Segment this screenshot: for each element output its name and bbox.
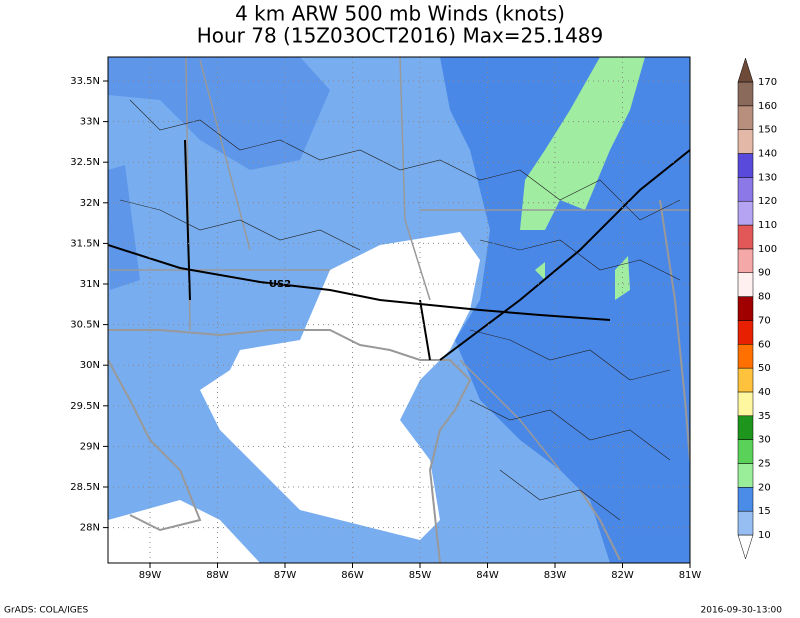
road-label: US2 (269, 279, 291, 290)
green-area (520, 57, 645, 230)
colorbar-box (737, 439, 754, 464)
colorbar-box (737, 81, 754, 107)
lon-label: 86W (341, 570, 364, 581)
colorbar-box (737, 320, 754, 345)
wind-field-medium (108, 165, 140, 290)
lat-lon-grid (108, 57, 690, 563)
title-line1: 4 km ARW 500 mb Winds (knots) (235, 2, 565, 26)
colorbar-label: 20 (758, 482, 771, 493)
colorbar-triangle (737, 534, 754, 560)
lat-label: 30.5N (70, 320, 100, 331)
title-line2: Hour 78 (15Z03OCT2016) Max=25.1489 (197, 24, 604, 48)
colorbar-box (737, 153, 754, 178)
lat-label: 32N (80, 198, 100, 209)
lat-label: 29.5N (70, 401, 100, 412)
colorbar-label: 25 (758, 458, 771, 469)
colorbar-box (737, 510, 754, 536)
map-area: US2 (108, 57, 690, 563)
lon-label: 81W (679, 570, 702, 581)
lat-label: 31.5N (70, 238, 100, 249)
colorbar: 10 15 20 25 30 35 40 50 60 70 80 90 100 110 120 130 140 1… (737, 57, 777, 560)
colorbar-label: 110 (758, 220, 777, 231)
colorbar-label: 120 (758, 196, 777, 207)
lat-label: 28.5N (70, 482, 100, 493)
wind-field-medium (108, 57, 330, 170)
lat-label: 33N (80, 117, 100, 128)
lat-label: 31N (80, 279, 100, 290)
green-area (535, 262, 545, 280)
coastline (579, 199, 690, 561)
colorbar-label: 170 (758, 77, 777, 88)
state-boundary (110, 57, 690, 471)
colorbar-box (737, 391, 754, 417)
colorbar-label: 150 (758, 125, 777, 136)
lat-label: 28N (80, 523, 100, 534)
weak-wind-area (200, 232, 480, 540)
colorbar-label: 70 (758, 315, 771, 326)
colorbar-box (737, 177, 754, 202)
lat-label: 32.5N (70, 157, 100, 168)
colorbar-box (737, 487, 754, 512)
colorbar-box (737, 415, 754, 440)
coastline (108, 329, 472, 563)
lon-label: 87W (274, 570, 297, 581)
colorbar-box (737, 272, 754, 297)
lat-label: 29N (80, 441, 100, 452)
axis-labels: 33.5N 33N 32.5N 32N 31.5N 31N 30.5N 30N 29.5N 29N… (70, 76, 701, 581)
wind-field-medium (440, 57, 690, 563)
colorbar-label: 80 (758, 292, 771, 303)
colorbar-box (737, 367, 754, 393)
colorbar-label: 60 (758, 339, 771, 350)
lon-label: 84W (476, 570, 499, 581)
colorbar-label: 90 (758, 268, 771, 279)
map-frame (107, 56, 691, 564)
lon-label: 82W (611, 570, 634, 581)
weak-wind-area (108, 500, 260, 563)
colorbar-box (737, 224, 754, 250)
colorbar-label: 50 (758, 363, 771, 374)
colorbar-label: 130 (758, 172, 777, 183)
colorbar-box (737, 463, 754, 488)
lon-label: 89W (139, 570, 162, 581)
colorbar-triangle (737, 57, 754, 83)
lon-label: 88W (206, 570, 229, 581)
county-line (119, 99, 681, 521)
lat-label: 30N (80, 360, 100, 371)
footer-right: 2016-09-30-13:00 (701, 606, 783, 616)
colorbar-label: 40 (758, 387, 771, 398)
footer-left: GrADS: COLA/IGES (4, 606, 88, 616)
lon-label: 85W (409, 570, 432, 581)
coastline (108, 359, 202, 532)
lon-label: 83W (544, 570, 567, 581)
colorbar-box (737, 344, 754, 369)
colorbar-label: 10 (758, 530, 771, 541)
highway (108, 139, 690, 361)
colorbar-box (737, 248, 754, 273)
colorbar-label: 160 (758, 101, 777, 112)
colorbar-label: 30 (758, 435, 771, 446)
colorbar-label: 100 (758, 244, 777, 255)
colorbar-label: 140 (758, 149, 777, 160)
lat-label: 33.5N (70, 76, 100, 87)
colorbar-label: 15 (758, 506, 771, 517)
colorbar-box (737, 296, 754, 321)
colorbar-box (737, 105, 754, 130)
colorbar-box (737, 200, 754, 226)
colorbar-label: 35 (758, 411, 771, 422)
colorbar-box (737, 129, 754, 154)
